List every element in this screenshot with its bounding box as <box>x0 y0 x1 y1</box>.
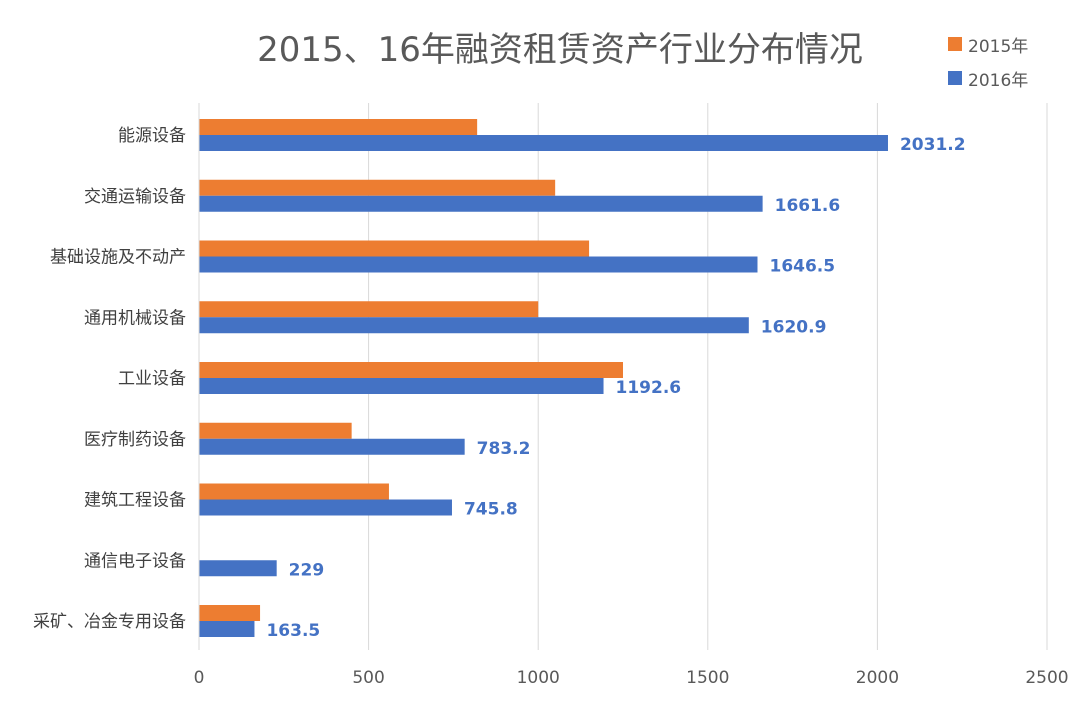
bar-2016 <box>199 195 763 212</box>
legend-label-2016: 2016年 <box>968 70 1029 91</box>
legend-item-2015: 2015年 <box>948 30 1028 58</box>
data-label: 1192.6 <box>616 378 682 398</box>
legend-label-2015: 2015年 <box>968 36 1029 57</box>
bar-2015 <box>199 605 261 621</box>
category-label: 能源设备 <box>118 126 186 146</box>
data-label: 1661.6 <box>775 196 841 216</box>
data-label: 229 <box>289 560 325 580</box>
x-tick-label: 500 <box>352 668 384 688</box>
category-label: 医疗制药设备 <box>84 430 186 450</box>
bar-2016 <box>199 621 255 637</box>
chart-title: 2015、16年融资租赁资产行业分布情况 <box>257 30 863 70</box>
bar-2015 <box>199 483 389 500</box>
bar-2016 <box>199 317 749 334</box>
x-tick-label: 1500 <box>686 668 729 688</box>
data-label: 163.5 <box>266 621 320 641</box>
category-label: 工业设备 <box>118 369 186 389</box>
data-label: 745.8 <box>464 500 518 520</box>
category-label: 基础设施及不动产 <box>50 248 186 268</box>
category-label: 通用机械设备 <box>84 308 186 328</box>
category-label: 采矿、冶金专用设备 <box>33 612 186 632</box>
x-tick-label: 0 <box>194 668 205 688</box>
bar-2016 <box>199 256 758 273</box>
category-label: 交通运输设备 <box>84 187 186 207</box>
x-tick-label: 2000 <box>856 668 899 688</box>
legend-swatch-2015 <box>948 37 962 51</box>
bar-2016 <box>199 560 277 577</box>
legend-swatch-2016 <box>948 71 962 85</box>
data-label: 1646.5 <box>769 257 835 277</box>
category-label: 通信电子设备 <box>84 551 186 571</box>
bar-2016 <box>199 378 604 394</box>
legend-item-2016: 2016年 <box>948 64 1028 92</box>
category-label: 建筑工程设备 <box>84 491 186 511</box>
bar-2015 <box>199 301 539 318</box>
bar-2016 <box>199 499 452 516</box>
bar-2015 <box>199 422 352 439</box>
bar-2015 <box>199 119 478 135</box>
x-tick-label: 2500 <box>1025 668 1068 688</box>
bar-2015 <box>199 179 556 196</box>
bar-2015 <box>199 240 590 257</box>
bar-2015 <box>199 362 623 378</box>
data-label: 2031.2 <box>900 135 966 155</box>
data-label: 783.2 <box>477 439 531 459</box>
bar-2016 <box>199 438 465 455</box>
data-label: 1620.9 <box>761 317 827 337</box>
bar-2016 <box>199 135 888 151</box>
x-tick-label: 1000 <box>517 668 560 688</box>
legend: 2015年 2016年 <box>948 30 1028 98</box>
